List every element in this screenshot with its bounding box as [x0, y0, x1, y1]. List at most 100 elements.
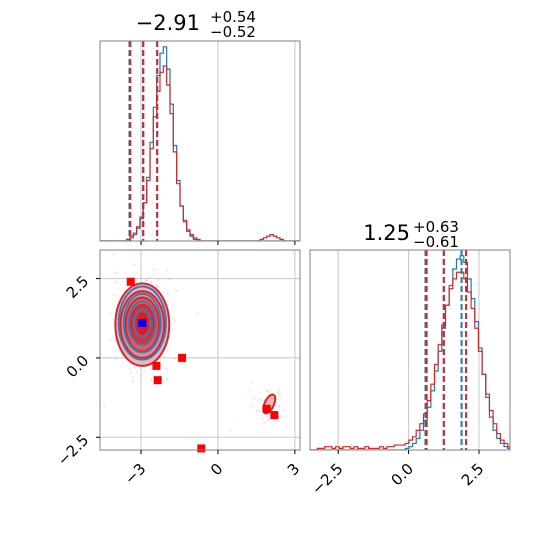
y-tick-label: 0.0 [63, 352, 93, 382]
scatter-point [134, 243, 136, 245]
scatter-point [131, 376, 134, 378]
scatter-point [278, 405, 281, 408]
scatter-point [252, 397, 255, 400]
x-tick-labels: −3 0 3 [121, 460, 303, 488]
scatter-point [229, 430, 232, 432]
red-square-marker [262, 404, 271, 413]
scatter-point [131, 380, 134, 383]
title-value: −2.91 [136, 11, 200, 35]
histogram-series [310, 255, 510, 450]
scatter-point [166, 368, 168, 370]
scatter-point [135, 371, 138, 374]
scatter-point [276, 398, 279, 400]
x-tick-labels: −2.5 0.0 2.5 [308, 460, 487, 498]
x-tick-label: 0 [207, 460, 226, 479]
blue-square-marker [138, 319, 147, 328]
y-tick-label: 2.5 [63, 272, 93, 302]
scatter-point [113, 294, 115, 297]
x-tick-label: 3 [284, 460, 303, 479]
quantile-lines [128, 41, 159, 241]
scatter-point [143, 370, 146, 373]
contours [114, 282, 277, 415]
scatter-point [278, 415, 281, 418]
scatter-point [282, 409, 285, 412]
scatter-point [150, 379, 153, 382]
scatter-point [266, 390, 269, 393]
scatter-point [263, 399, 266, 402]
red-square-marker [152, 361, 161, 370]
red-square-marker [270, 411, 279, 420]
x-tick-marks [337, 450, 480, 454]
histogram-step-line [310, 271, 510, 450]
scatter-point [128, 368, 131, 370]
scatter-point [109, 338, 112, 341]
scatter-point [259, 398, 262, 401]
axes-frame [99, 40, 301, 242]
grid-lines [140, 41, 296, 241]
scatter-point [267, 419, 269, 422]
x-tick-label: −2.5 [308, 460, 346, 498]
scatter-point [167, 293, 169, 296]
scatter-point [283, 415, 285, 418]
panel-top-left-histogram: −2.91 +0.54 −0.52 [99, 8, 301, 245]
scatter-point [268, 389, 271, 392]
scatter-point [258, 410, 261, 413]
markers [126, 277, 279, 453]
title-plus: +0.54 [210, 8, 256, 26]
scatter-point [166, 349, 169, 352]
scatter-point [114, 358, 117, 360]
axes-frame [99, 249, 301, 451]
x-tick-label: −3 [121, 460, 149, 488]
scatter-point [150, 280, 153, 283]
red-square-marker [126, 277, 135, 286]
scatter-point [145, 279, 148, 282]
title-minus: −0.52 [210, 23, 256, 41]
histogram-step-line [310, 255, 510, 450]
scatter-point [167, 342, 169, 345]
scatter-point [162, 291, 165, 294]
blue-contour [122, 292, 162, 354]
x-tick-marks [140, 241, 296, 245]
panel-bottom-right-histogram: −2.5 0.0 2.5 1.25 +0.63 −0.61 [308, 218, 511, 498]
scatter-point [129, 371, 132, 374]
scatter-point [277, 389, 280, 391]
scatter-point [133, 263, 136, 266]
scatter-point [279, 393, 282, 396]
red-square-marker [153, 376, 162, 385]
scatter-point [155, 286, 158, 288]
scatter-point [255, 409, 258, 412]
scatter-point [153, 273, 156, 276]
scatter-point [155, 283, 158, 286]
scatter-point [145, 279, 148, 282]
axes-frame [309, 249, 511, 451]
scatter-point [168, 278, 171, 281]
blue-contour [127, 300, 157, 346]
scatter-point [196, 312, 199, 315]
scatter-point [109, 313, 112, 315]
x-tick-label: 2.5 [458, 460, 488, 490]
scatter-point [258, 391, 261, 393]
scatter-point [153, 268, 156, 271]
histogram-step-line [100, 65, 300, 241]
quantile-lines [424, 250, 468, 450]
x-tick-label: 0.0 [387, 460, 417, 490]
grid-lines [337, 250, 480, 450]
scatter-point [133, 366, 136, 369]
scatter-point [115, 271, 118, 274]
title-minus: −0.61 [413, 233, 459, 251]
scatter-point [263, 421, 266, 424]
scatter-point [251, 382, 254, 384]
scatter-point [114, 281, 117, 284]
scatter-point [147, 276, 150, 278]
scatter-point [278, 405, 280, 408]
scatter-point [176, 290, 178, 292]
panel-bottom-left-2d: −3 0 3 2.5 0.0 −2.5 [54, 243, 303, 488]
scatter-point [165, 378, 168, 381]
tick-marks [96, 278, 296, 454]
scatter-point [103, 405, 106, 408]
scatter-point [277, 391, 280, 394]
scatter-point [166, 269, 168, 272]
scatter-point [157, 278, 160, 281]
scatter-point [174, 357, 176, 360]
